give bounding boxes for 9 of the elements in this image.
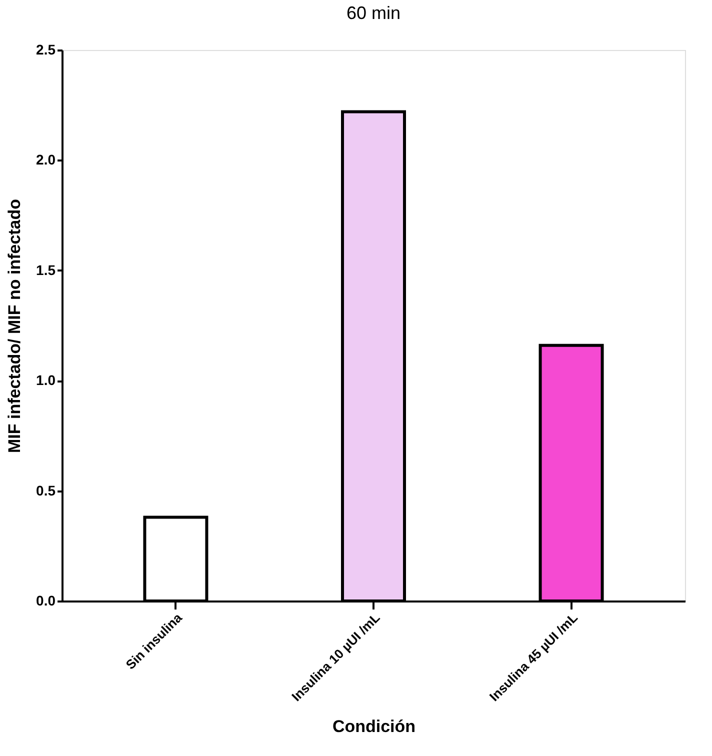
chart-title: 60 min xyxy=(346,3,401,23)
y-tick-label: 2.0 xyxy=(36,152,56,168)
y-tick-label: 0.5 xyxy=(36,482,56,498)
x-axis-title: Condición xyxy=(332,717,416,736)
y-axis-title: MIF infectado/ MIF no infectado xyxy=(5,198,24,454)
y-tick-label: 1.5 xyxy=(36,262,56,278)
y-tick-label: 2.5 xyxy=(36,42,56,58)
y-tick-label: 0.0 xyxy=(36,592,56,608)
y-tick-label: 1.0 xyxy=(36,372,56,388)
